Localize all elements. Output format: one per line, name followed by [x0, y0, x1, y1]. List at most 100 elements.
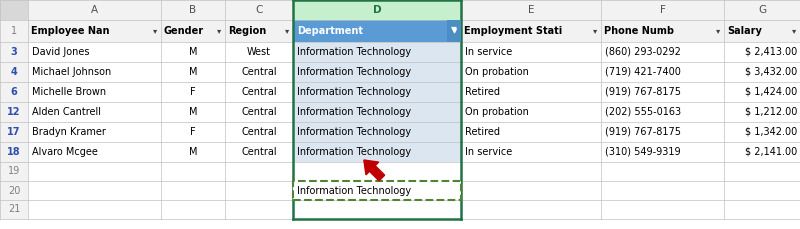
Bar — [225, 200, 293, 219]
Bar — [293, 20, 462, 42]
Bar — [462, 0, 602, 20]
Bar — [225, 142, 293, 162]
Text: 19: 19 — [8, 166, 20, 177]
Text: A: A — [91, 5, 98, 15]
Text: B: B — [190, 5, 197, 15]
Text: ▼: ▼ — [450, 25, 457, 35]
Bar — [225, 122, 293, 142]
Text: ▾: ▾ — [217, 27, 221, 35]
Text: Central: Central — [242, 87, 277, 97]
Bar — [225, 162, 293, 181]
Text: 21: 21 — [8, 204, 20, 215]
Text: Department: Department — [297, 26, 363, 36]
Text: Alvaro Mcgee: Alvaro Mcgee — [32, 147, 98, 157]
Bar — [28, 142, 161, 162]
Bar — [161, 181, 225, 200]
Text: Information Technology: Information Technology — [297, 67, 411, 77]
Bar — [602, 200, 724, 219]
Text: Information Technology: Information Technology — [297, 107, 411, 117]
Bar — [724, 122, 800, 142]
Bar — [0, 162, 28, 181]
Text: West: West — [247, 47, 271, 57]
Bar — [724, 181, 800, 200]
Text: $ 2,413.00: $ 2,413.00 — [745, 47, 797, 57]
Bar — [462, 20, 602, 42]
Bar — [293, 181, 462, 200]
Text: $ 3,432.00: $ 3,432.00 — [745, 67, 797, 77]
Text: ▾: ▾ — [593, 27, 598, 35]
Bar — [0, 62, 28, 82]
Text: C: C — [255, 5, 262, 15]
Bar — [225, 42, 293, 62]
Bar — [28, 0, 161, 20]
Bar — [724, 142, 800, 162]
Bar — [28, 162, 161, 181]
Bar — [602, 20, 724, 42]
Bar — [28, 82, 161, 102]
Text: On probation: On probation — [466, 107, 530, 117]
Text: ▾: ▾ — [285, 27, 289, 35]
Text: 4: 4 — [11, 67, 18, 77]
Text: Information Technology: Information Technology — [297, 147, 411, 157]
Text: Employment Stati: Employment Stati — [465, 26, 562, 36]
Bar — [161, 62, 225, 82]
Text: (310) 549-9319: (310) 549-9319 — [606, 147, 681, 157]
Bar — [0, 181, 28, 200]
Text: Salary: Salary — [727, 26, 762, 36]
Text: Retired: Retired — [466, 127, 501, 137]
Text: Gender: Gender — [164, 26, 204, 36]
Text: ▼: ▼ — [452, 28, 457, 34]
Text: On probation: On probation — [466, 67, 530, 77]
Bar — [293, 122, 462, 142]
Bar — [161, 20, 225, 42]
Bar — [0, 82, 28, 102]
Text: Information Technology: Information Technology — [297, 185, 411, 196]
Bar — [161, 42, 225, 62]
Bar — [28, 62, 161, 82]
Bar — [225, 181, 293, 200]
Bar — [462, 122, 602, 142]
Text: E: E — [528, 5, 534, 15]
Text: F: F — [190, 87, 196, 97]
Bar — [602, 42, 724, 62]
Text: (860) 293-0292: (860) 293-0292 — [606, 47, 682, 57]
Bar — [462, 42, 602, 62]
Text: 6: 6 — [11, 87, 18, 97]
Bar — [462, 62, 602, 82]
Bar — [462, 102, 602, 122]
Bar — [0, 142, 28, 162]
Text: ▾: ▾ — [716, 27, 720, 35]
Bar — [28, 122, 161, 142]
Text: $ 2,141.00: $ 2,141.00 — [745, 147, 797, 157]
Text: Information Technology: Information Technology — [297, 87, 411, 97]
Bar — [293, 102, 462, 122]
Text: Central: Central — [242, 147, 277, 157]
Bar — [28, 200, 161, 219]
Text: ▾: ▾ — [153, 27, 157, 35]
Bar — [602, 162, 724, 181]
FancyArrow shape — [364, 160, 385, 181]
Text: $ 1,424.00: $ 1,424.00 — [745, 87, 797, 97]
Text: Central: Central — [242, 107, 277, 117]
Bar — [28, 102, 161, 122]
Text: M: M — [189, 67, 197, 77]
Bar — [225, 0, 293, 20]
Text: In service: In service — [466, 47, 513, 57]
Bar — [447, 20, 462, 42]
Bar — [602, 0, 724, 20]
Bar — [0, 0, 28, 20]
Text: Region: Region — [228, 26, 266, 36]
Text: M: M — [189, 47, 197, 57]
Bar — [0, 42, 28, 62]
Text: David Jones: David Jones — [32, 47, 90, 57]
Bar — [0, 20, 28, 42]
Text: Information Technology: Information Technology — [297, 47, 411, 57]
Bar — [161, 200, 225, 219]
Bar — [293, 162, 462, 181]
Bar — [161, 122, 225, 142]
Bar — [602, 82, 724, 102]
Bar — [724, 42, 800, 62]
Bar — [462, 181, 602, 200]
Text: Bradyn Kramer: Bradyn Kramer — [32, 127, 106, 137]
Bar — [293, 0, 462, 20]
